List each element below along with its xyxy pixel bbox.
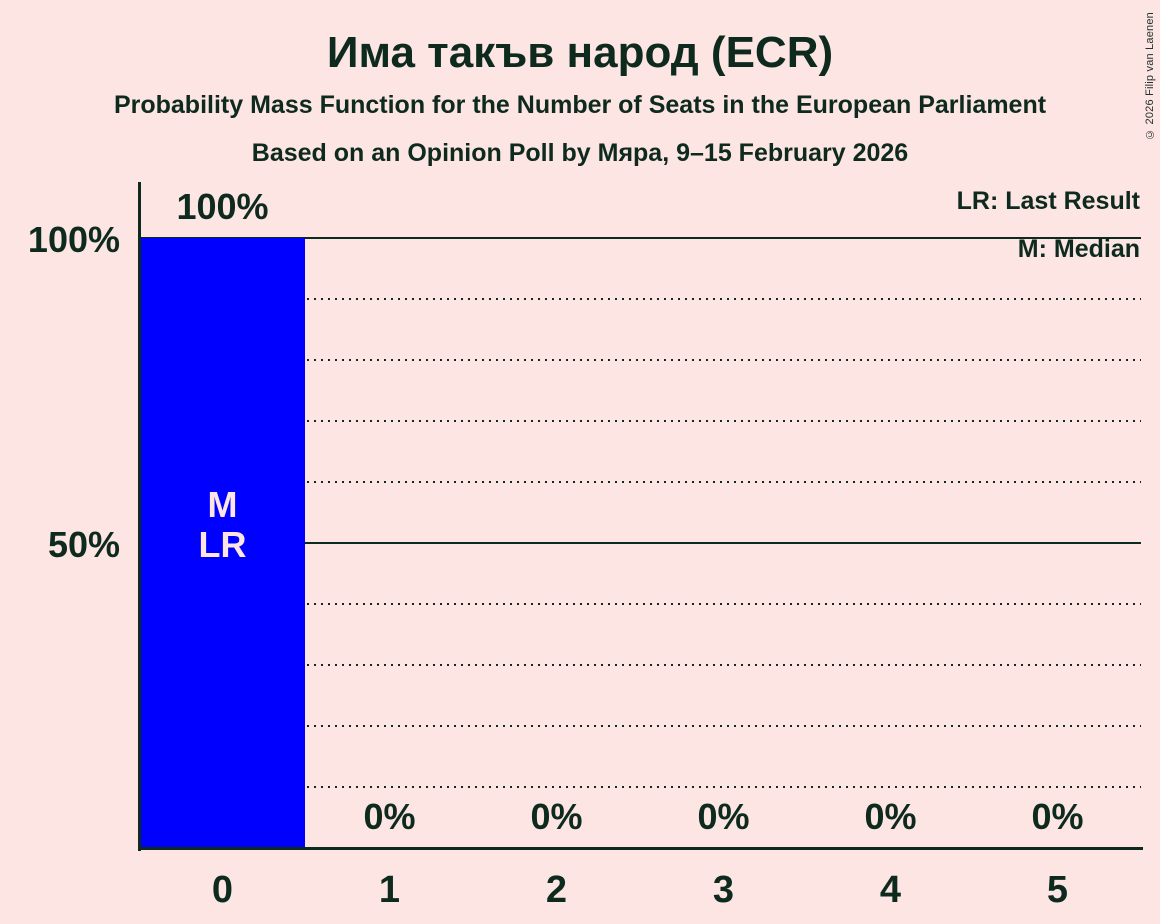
x-tick-label-2: 2 bbox=[545, 869, 568, 911]
chart-title: Има такъв народ (ECR) bbox=[326, 28, 834, 77]
x-axis-line bbox=[138, 847, 1143, 850]
y-axis-line bbox=[138, 182, 141, 851]
gridline-90 bbox=[139, 298, 1141, 300]
gridline-10 bbox=[139, 786, 1141, 788]
value-label-seats-3: 0% bbox=[697, 796, 750, 837]
gridline-100 bbox=[139, 237, 1141, 239]
chart-subtitle: Probability Mass Function for the Number… bbox=[113, 91, 1047, 119]
gridline-70 bbox=[139, 420, 1141, 422]
value-label-seats-1: 0% bbox=[363, 796, 416, 837]
chart-poll-source: Based on an Opinion Poll by Мяра, 9–15 F… bbox=[251, 139, 909, 167]
gridline-30 bbox=[139, 664, 1141, 666]
x-tick-label-1: 1 bbox=[378, 869, 401, 911]
copyright-notice: © 2026 Filip van Laenen bbox=[1144, 12, 1156, 140]
x-tick-label-4: 4 bbox=[879, 869, 902, 911]
value-label-seats-4: 0% bbox=[864, 796, 917, 837]
value-label-seats-5: 0% bbox=[1031, 796, 1084, 837]
bar-seats-0 bbox=[140, 238, 305, 848]
legend-last-result: LR: Last Result bbox=[956, 187, 1140, 215]
y-axis-label-50: 50% bbox=[47, 524, 120, 565]
value-label-seats-0: 100% bbox=[176, 186, 269, 227]
gridline-20 bbox=[139, 725, 1141, 727]
x-tick-label-3: 3 bbox=[712, 869, 735, 911]
y-axis-label-100: 100% bbox=[27, 219, 120, 260]
legend-median: M: Median bbox=[1017, 235, 1140, 263]
gridline-40 bbox=[139, 603, 1141, 605]
gridline-60 bbox=[139, 481, 1141, 483]
bar-annotation-median-lastresult: M LR bbox=[198, 484, 247, 565]
x-tick-label-0: 0 bbox=[211, 869, 234, 911]
x-tick-label-5: 5 bbox=[1046, 869, 1069, 911]
gridline-50 bbox=[139, 542, 1141, 544]
value-label-seats-2: 0% bbox=[530, 796, 583, 837]
gridline-80 bbox=[139, 359, 1141, 361]
